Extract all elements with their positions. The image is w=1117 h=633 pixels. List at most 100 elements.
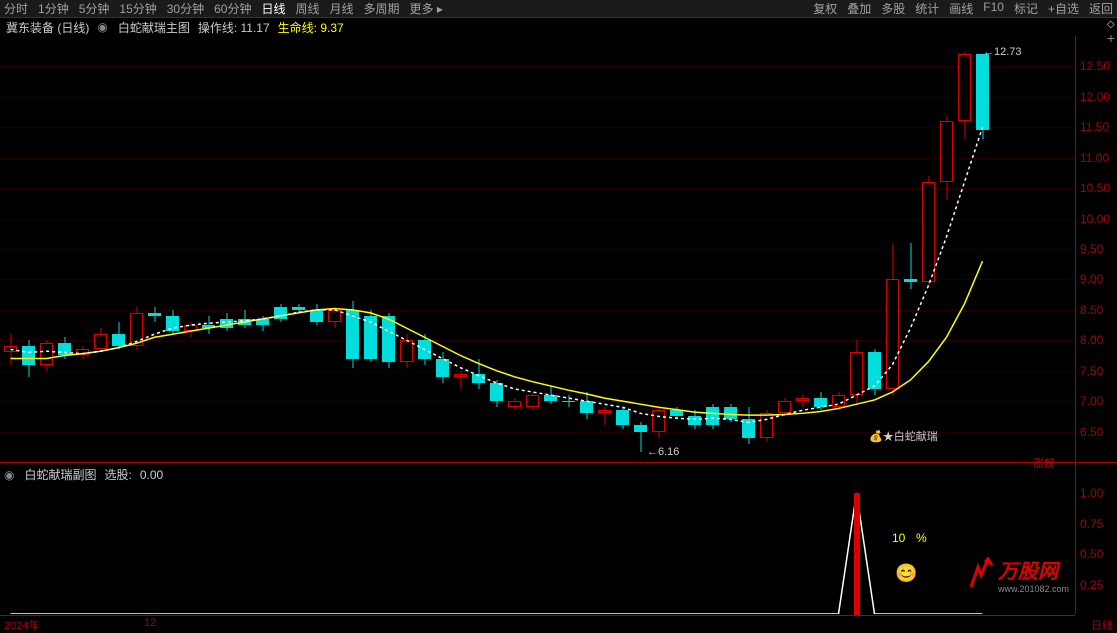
period-3[interactable]: 15分钟 xyxy=(119,0,156,17)
candle xyxy=(400,36,413,462)
period-0[interactable]: 分时 xyxy=(4,0,28,17)
candle xyxy=(472,36,485,462)
signal-label: 💰★白蛇献瑞 xyxy=(869,428,938,444)
candle xyxy=(688,36,701,462)
tool-6[interactable]: 标记 xyxy=(1014,0,1038,17)
candle xyxy=(94,36,107,462)
candle xyxy=(796,36,809,462)
tool-1[interactable]: 叠加 xyxy=(847,0,871,17)
indicator-name: 白蛇献瑞主图 xyxy=(118,19,190,36)
candle xyxy=(220,36,233,462)
time-axis: 2024年12日线 xyxy=(0,615,1075,631)
candle xyxy=(868,36,881,462)
ytick: 12.00 xyxy=(1080,90,1110,104)
ytick: 11.00 xyxy=(1080,151,1109,165)
candle xyxy=(562,36,575,462)
candle xyxy=(166,36,179,462)
tool-0[interactable]: 复权 xyxy=(813,0,837,17)
tool-4[interactable]: 画线 xyxy=(949,0,973,17)
candle xyxy=(634,36,647,462)
sub-chart[interactable]: ◉ 白蛇献瑞副图 选股: 0.00 10%😊 0.250.500.751.00 … xyxy=(0,462,1117,614)
metric2: 生命线: 9.37 xyxy=(278,19,344,36)
tool-8[interactable]: 返回 xyxy=(1089,0,1113,17)
candle xyxy=(526,36,539,462)
candle xyxy=(778,36,791,462)
candle xyxy=(814,36,827,462)
candle xyxy=(490,36,503,462)
ytick: 7.00 xyxy=(1080,394,1103,408)
candle xyxy=(148,36,161,462)
period-2[interactable]: 5分钟 xyxy=(79,0,110,17)
sub-ytick: 1.00 xyxy=(1080,486,1103,500)
period-5[interactable]: 60分钟 xyxy=(214,0,251,17)
candle xyxy=(112,36,125,462)
candle xyxy=(292,36,305,462)
candle xyxy=(274,36,287,462)
metric1: 操作线: 11.17 xyxy=(198,19,270,36)
period-8[interactable]: 月线 xyxy=(330,0,354,17)
candle xyxy=(346,36,359,462)
tool-5[interactable]: F10 xyxy=(983,0,1004,17)
period-1[interactable]: 1分钟 xyxy=(38,0,69,17)
candle xyxy=(904,36,917,462)
candle xyxy=(418,36,431,462)
candle xyxy=(706,36,719,462)
candle xyxy=(670,36,683,462)
stock-name: 冀东装备 (日线) xyxy=(6,19,89,36)
sub-y-axis: 0.250.500.751.00 xyxy=(1075,463,1117,614)
smiley-icon: 😊 xyxy=(895,563,917,584)
period-4[interactable]: 30分钟 xyxy=(167,0,204,17)
candle xyxy=(454,36,467,462)
candle xyxy=(58,36,71,462)
candle xyxy=(886,36,899,462)
bullet-icon: ◉ xyxy=(97,20,107,34)
candle xyxy=(742,36,755,462)
candle xyxy=(4,36,17,462)
ytick: 10.00 xyxy=(1080,212,1110,226)
ytick: 6.50 xyxy=(1080,425,1103,439)
watermark-logo: 万股网 www.201082.com xyxy=(966,555,1069,594)
toolbar-right: 复权叠加多股统计画线 F10 标记 +自选返回 xyxy=(813,0,1113,17)
ytick: 12.50 xyxy=(1080,59,1110,73)
tool-3[interactable]: 统计 xyxy=(915,0,939,17)
chart-header: 冀东装备 (日线) ◉ 白蛇献瑞主图 操作线: 11.17 生命线: 9.37 xyxy=(0,18,1117,36)
candle xyxy=(940,36,953,462)
candle xyxy=(40,36,53,462)
candle xyxy=(364,36,377,462)
period-7[interactable]: 周线 xyxy=(295,0,319,17)
candle xyxy=(256,36,269,462)
candle xyxy=(724,36,737,462)
sub-header: ◉ 白蛇献瑞副图 选股: 0.00 xyxy=(4,466,163,483)
candle xyxy=(616,36,629,462)
tool-7[interactable]: +自选 xyxy=(1048,0,1079,17)
candle xyxy=(652,36,665,462)
ytick: 9.00 xyxy=(1080,272,1103,286)
label-10: 10 xyxy=(892,531,905,545)
candle xyxy=(832,36,845,462)
label-pct: % xyxy=(916,531,927,545)
toolbar: 分时 1分钟 5分钟 15分钟 30分钟 60分钟日线周线月线多周期更多 ▸ 复权叠加多股… xyxy=(0,0,1117,18)
candle xyxy=(202,36,215,462)
sub-ytick: 0.50 xyxy=(1080,547,1103,561)
candle xyxy=(544,36,557,462)
period-9[interactable]: 多周期 xyxy=(364,0,400,17)
ytick: 9.50 xyxy=(1080,242,1103,256)
candle xyxy=(508,36,521,462)
candle xyxy=(310,36,323,462)
candle xyxy=(976,36,989,462)
candle xyxy=(580,36,593,462)
period-6[interactable]: 日线 xyxy=(261,0,285,17)
low-label: ←6.16 xyxy=(647,446,679,458)
sub-ytick: 0.75 xyxy=(1080,517,1103,531)
main-chart[interactable]: ←12.73←6.16💰★白蛇献瑞涨榜 6.507.007.508.008.50… xyxy=(0,36,1117,462)
candle xyxy=(76,36,89,462)
y-axis: 6.507.007.508.008.509.009.5010.0010.5011… xyxy=(1075,36,1117,462)
toolbar-left: 分时 1分钟 5分钟 15分钟 30分钟 60分钟日线周线月线多周期更多 ▸ xyxy=(4,0,443,17)
time-tick: 12 xyxy=(144,617,156,629)
tool-2[interactable]: 多股 xyxy=(881,0,905,17)
candle xyxy=(760,36,773,462)
candle xyxy=(436,36,449,462)
candle xyxy=(382,36,395,462)
sub-bar xyxy=(854,493,860,615)
period-10[interactable]: 更多 ▸ xyxy=(410,0,443,17)
